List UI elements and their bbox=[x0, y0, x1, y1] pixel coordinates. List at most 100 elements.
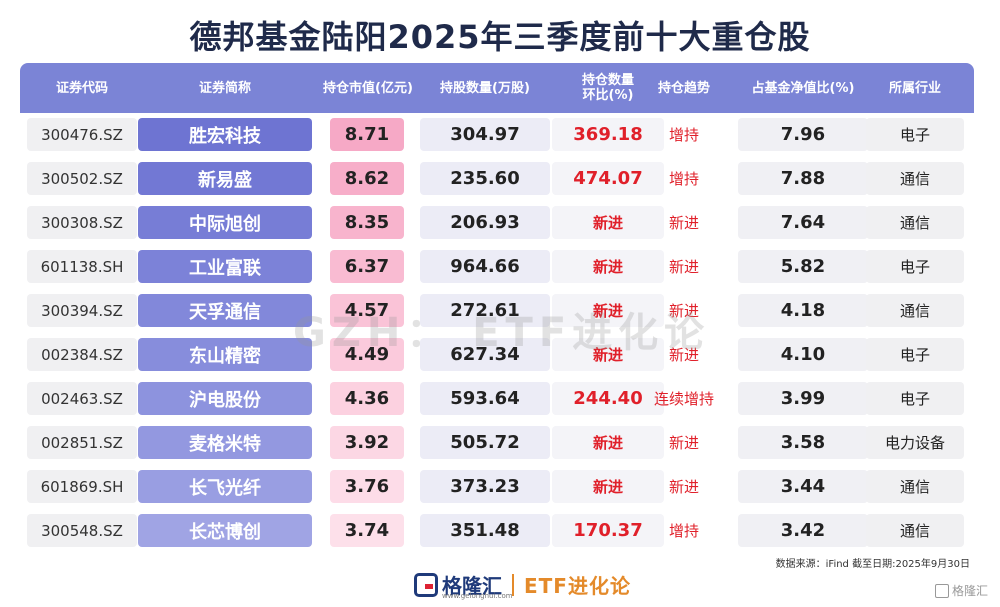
industry-cell: 通信 bbox=[866, 514, 964, 547]
stock-code-cell: 002463.SZ bbox=[27, 382, 137, 415]
industry-cell: 通信 bbox=[866, 294, 964, 327]
market-value-cell: 4.57 bbox=[330, 294, 404, 327]
stock-name-cell: 工业富联 bbox=[138, 250, 312, 283]
nav-ratio-cell: 7.96 bbox=[738, 118, 868, 151]
corner-watermark: 格隆汇 bbox=[934, 582, 988, 599]
table-header: 证券代码 证券简称 持仓市值(亿元) 持股数量(万股) 持仓数量 环比(%) 持… bbox=[20, 63, 974, 113]
table-row: 300308.SZ 中际旭创 8.35 206.93 新进 新进 7.64 通信 bbox=[20, 201, 974, 245]
holding-trend-cell: 新进 bbox=[668, 258, 699, 276]
quantity-change-cell: 244.40 bbox=[552, 382, 664, 415]
holding-trend-cell: 增持 bbox=[668, 126, 699, 144]
nav-ratio-cell: 7.64 bbox=[738, 206, 868, 239]
stock-name-cell: 长芯博创 bbox=[138, 514, 312, 547]
industry-cell: 电力设备 bbox=[866, 426, 964, 459]
quantity-change-cell: 新进 bbox=[552, 250, 664, 283]
table-row: 601138.SH 工业富联 6.37 964.66 新进 新进 5.82 电子 bbox=[20, 245, 974, 289]
nav-ratio-cell: 3.58 bbox=[738, 426, 868, 459]
table-row: 300548.SZ 长芯博创 3.74 351.48 170.37 增持 3.42 通信 bbox=[20, 509, 974, 553]
quantity-change-cell: 170.37 bbox=[552, 514, 664, 547]
share-quantity-cell: 304.97 bbox=[420, 118, 550, 151]
share-quantity-cell: 206.93 bbox=[420, 206, 550, 239]
holding-trend-cell: 增持 bbox=[668, 170, 699, 188]
industry-cell: 电子 bbox=[866, 118, 964, 151]
stock-name-cell: 新易盛 bbox=[138, 162, 312, 195]
col-code-header: 证券代码 bbox=[55, 80, 108, 96]
industry-cell: 电子 bbox=[866, 382, 964, 415]
industry-cell: 通信 bbox=[866, 162, 964, 195]
share-quantity-cell: 593.64 bbox=[420, 382, 550, 415]
holding-trend-cell: 连续增持 bbox=[653, 390, 714, 408]
stock-code-cell: 300502.SZ bbox=[27, 162, 137, 195]
industry-cell: 通信 bbox=[866, 206, 964, 239]
nav-ratio-cell: 3.42 bbox=[738, 514, 868, 547]
holding-trend-cell: 新进 bbox=[668, 478, 699, 496]
holding-trend-cell: 新进 bbox=[668, 302, 699, 320]
market-value-cell: 6.37 bbox=[330, 250, 404, 283]
quantity-change-cell: 新进 bbox=[552, 470, 664, 503]
stock-name-cell: 东山精密 bbox=[138, 338, 312, 371]
market-value-cell: 8.35 bbox=[330, 206, 404, 239]
nav-ratio-cell: 5.82 bbox=[738, 250, 868, 283]
share-quantity-cell: 627.34 bbox=[420, 338, 550, 371]
stock-name-cell: 中际旭创 bbox=[138, 206, 312, 239]
col-trend-header: 持仓趋势 bbox=[657, 80, 710, 96]
quantity-change-cell: 474.07 bbox=[552, 162, 664, 195]
stock-code-cell: 300308.SZ bbox=[27, 206, 137, 239]
nav-ratio-cell: 3.44 bbox=[738, 470, 868, 503]
industry-cell: 通信 bbox=[866, 470, 964, 503]
market-value-cell: 3.92 bbox=[330, 426, 404, 459]
stock-code-cell: 601869.SH bbox=[27, 470, 137, 503]
quantity-change-cell: 新进 bbox=[552, 426, 664, 459]
industry-cell: 电子 bbox=[866, 338, 964, 371]
page-title: 德邦基金陆阳2025年三季度前十大重仓股 bbox=[189, 18, 811, 56]
footer-etf-label: ETF进化论 bbox=[524, 574, 631, 598]
holding-trend-cell: 新进 bbox=[668, 214, 699, 232]
footer-logo: 格隆汇 www.gelonghui.com ETF进化论 bbox=[414, 570, 631, 600]
quantity-change-cell: 369.18 bbox=[552, 118, 664, 151]
table-row: 002384.SZ 东山精密 4.49 627.34 新进 新进 4.10 电子 bbox=[20, 333, 974, 377]
corner-watermark-text: 格隆汇 bbox=[951, 584, 988, 598]
table-row: 002851.SZ 麦格米特 3.92 505.72 新进 新进 3.58 电力设备 bbox=[20, 421, 974, 465]
col-industry-header: 所属行业 bbox=[888, 80, 941, 96]
stock-name-cell: 胜宏科技 bbox=[138, 118, 312, 151]
holding-trend-cell: 新进 bbox=[668, 346, 699, 364]
stock-name-cell: 麦格米特 bbox=[138, 426, 312, 459]
nav-ratio-cell: 3.99 bbox=[738, 382, 868, 415]
market-value-cell: 8.62 bbox=[330, 162, 404, 195]
stock-code-cell: 300548.SZ bbox=[27, 514, 137, 547]
market-value-cell: 8.71 bbox=[330, 118, 404, 151]
table-row: 601869.SH 长飞光纤 3.76 373.23 新进 新进 3.44 通信 bbox=[20, 465, 974, 509]
share-quantity-cell: 272.61 bbox=[420, 294, 550, 327]
col-name-header: 证券简称 bbox=[198, 80, 251, 96]
nav-ratio-cell: 7.88 bbox=[738, 162, 868, 195]
footer-brand: 格隆汇 bbox=[442, 574, 502, 598]
footer-brand-url: www.gelonghui.com bbox=[442, 592, 513, 600]
holding-trend-cell: 增持 bbox=[668, 522, 699, 540]
nav-ratio-cell: 4.18 bbox=[738, 294, 868, 327]
col-mv-header: 持仓市值(亿元) bbox=[323, 80, 413, 96]
stock-name-cell: 天孚通信 bbox=[138, 294, 312, 327]
market-value-cell: 3.74 bbox=[330, 514, 404, 547]
gelonghui-logo-icon bbox=[414, 572, 438, 597]
stock-code-cell: 300476.SZ bbox=[27, 118, 137, 151]
col-chg-header: 持仓数量 环比(%) bbox=[581, 73, 634, 103]
market-value-cell: 4.49 bbox=[330, 338, 404, 371]
share-quantity-cell: 351.48 bbox=[420, 514, 550, 547]
stock-name-cell: 沪电股份 bbox=[138, 382, 312, 415]
holding-trend-cell: 新进 bbox=[668, 434, 699, 452]
share-quantity-cell: 373.23 bbox=[420, 470, 550, 503]
data-source-note: 数据来源：iFind 截至日期:2025年9月30日 bbox=[775, 559, 970, 570]
stock-code-cell: 601138.SH bbox=[27, 250, 137, 283]
table-row: 300502.SZ 新易盛 8.62 235.60 474.07 增持 7.88 通信 bbox=[20, 157, 974, 201]
quantity-change-cell: 新进 bbox=[552, 338, 664, 371]
quantity-change-cell: 新进 bbox=[552, 206, 664, 239]
nav-ratio-cell: 4.10 bbox=[738, 338, 868, 371]
share-quantity-cell: 964.66 bbox=[420, 250, 550, 283]
footer-separator bbox=[512, 573, 514, 596]
stock-code-cell: 300394.SZ bbox=[27, 294, 137, 327]
market-value-cell: 4.36 bbox=[330, 382, 404, 415]
share-quantity-cell: 235.60 bbox=[420, 162, 550, 195]
corner-logo-icon bbox=[934, 583, 949, 598]
stock-code-cell: 002851.SZ bbox=[27, 426, 137, 459]
share-quantity-cell: 505.72 bbox=[420, 426, 550, 459]
